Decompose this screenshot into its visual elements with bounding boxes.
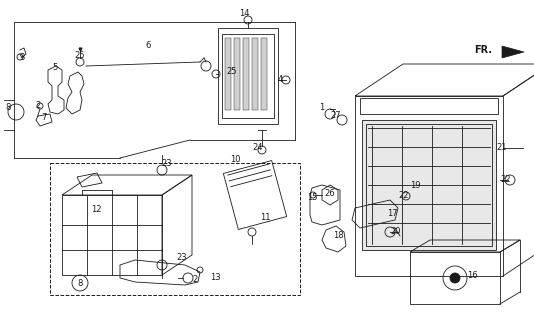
Bar xyxy=(225,38,231,110)
Text: 26: 26 xyxy=(325,189,335,198)
Text: 21: 21 xyxy=(497,143,507,153)
Bar xyxy=(50,163,300,295)
Text: 8: 8 xyxy=(77,279,83,289)
Bar xyxy=(362,120,496,250)
Text: 16: 16 xyxy=(467,271,477,281)
Text: 5: 5 xyxy=(52,63,58,73)
Text: 25: 25 xyxy=(227,68,237,76)
Bar xyxy=(222,34,274,118)
Bar xyxy=(252,38,258,110)
Text: 22: 22 xyxy=(501,175,511,185)
Polygon shape xyxy=(502,46,524,58)
Text: 1: 1 xyxy=(319,103,325,113)
Text: 22: 22 xyxy=(399,191,409,201)
Text: 14: 14 xyxy=(239,10,249,19)
Text: 19: 19 xyxy=(410,181,420,190)
Text: 12: 12 xyxy=(91,205,101,214)
Bar xyxy=(243,38,249,110)
Text: 20: 20 xyxy=(391,228,401,236)
Bar xyxy=(218,28,278,124)
Bar xyxy=(366,124,492,246)
Text: 23: 23 xyxy=(177,253,187,262)
Bar xyxy=(261,38,267,110)
Text: 2: 2 xyxy=(192,276,198,284)
Text: 24: 24 xyxy=(253,143,263,153)
Text: 2: 2 xyxy=(35,100,41,109)
Text: 8: 8 xyxy=(5,103,11,113)
Text: 23: 23 xyxy=(162,159,172,169)
Text: 25: 25 xyxy=(75,52,85,60)
Text: 18: 18 xyxy=(333,231,343,241)
Text: 27: 27 xyxy=(331,111,341,121)
Text: 10: 10 xyxy=(230,156,240,164)
Text: 15: 15 xyxy=(307,194,317,203)
Text: 11: 11 xyxy=(260,213,270,222)
Bar xyxy=(234,38,240,110)
Text: 17: 17 xyxy=(387,210,397,219)
Text: 6: 6 xyxy=(145,42,151,51)
Circle shape xyxy=(450,273,460,283)
Text: 7: 7 xyxy=(41,114,46,123)
Text: 4: 4 xyxy=(277,76,282,84)
Text: 3: 3 xyxy=(19,53,25,62)
Text: 13: 13 xyxy=(210,274,221,283)
Text: FR.: FR. xyxy=(474,45,492,55)
